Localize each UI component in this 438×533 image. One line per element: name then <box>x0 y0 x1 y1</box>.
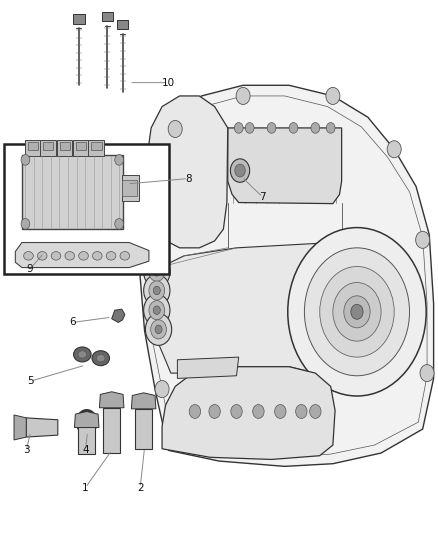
Circle shape <box>168 120 182 138</box>
Circle shape <box>21 219 30 229</box>
Bar <box>91 142 102 150</box>
Circle shape <box>304 248 410 376</box>
Text: 2: 2 <box>137 483 144 492</box>
Polygon shape <box>22 155 123 229</box>
Circle shape <box>21 155 30 165</box>
Polygon shape <box>112 309 125 322</box>
Polygon shape <box>14 415 26 440</box>
Circle shape <box>289 123 298 133</box>
Circle shape <box>235 164 245 177</box>
Circle shape <box>231 405 242 418</box>
Text: 10: 10 <box>162 78 175 87</box>
Circle shape <box>253 405 264 418</box>
Circle shape <box>245 123 254 133</box>
Circle shape <box>149 281 165 300</box>
Text: 9: 9 <box>26 264 33 274</box>
Bar <box>60 142 70 150</box>
Circle shape <box>351 304 363 319</box>
Ellipse shape <box>37 252 47 260</box>
Bar <box>73 14 85 24</box>
Bar <box>76 142 86 150</box>
Polygon shape <box>131 393 156 409</box>
Polygon shape <box>26 418 58 437</box>
Circle shape <box>153 268 160 276</box>
Ellipse shape <box>106 252 116 260</box>
Circle shape <box>115 155 124 165</box>
Bar <box>73 140 88 156</box>
Bar <box>117 20 128 29</box>
Circle shape <box>320 266 394 357</box>
Bar <box>122 180 137 196</box>
Circle shape <box>115 219 124 229</box>
Bar <box>122 175 139 201</box>
Polygon shape <box>15 243 149 268</box>
Circle shape <box>311 123 320 133</box>
Ellipse shape <box>92 351 110 366</box>
Ellipse shape <box>78 351 87 358</box>
Polygon shape <box>103 408 120 453</box>
Circle shape <box>288 228 426 396</box>
Bar <box>43 142 53 150</box>
Circle shape <box>145 313 172 345</box>
Ellipse shape <box>74 347 91 362</box>
Ellipse shape <box>120 252 130 260</box>
Ellipse shape <box>65 252 74 260</box>
Polygon shape <box>99 392 124 408</box>
Circle shape <box>236 87 250 104</box>
Circle shape <box>344 296 370 328</box>
Circle shape <box>416 231 430 248</box>
Circle shape <box>151 320 166 339</box>
Circle shape <box>155 325 162 334</box>
Polygon shape <box>228 128 342 204</box>
Text: 1: 1 <box>82 483 89 492</box>
Polygon shape <box>135 409 152 449</box>
Text: 3: 3 <box>23 446 30 455</box>
Circle shape <box>149 301 165 320</box>
Polygon shape <box>139 85 434 466</box>
Text: 7: 7 <box>259 192 266 202</box>
Circle shape <box>267 123 276 133</box>
Text: 5: 5 <box>27 376 34 386</box>
Circle shape <box>387 141 401 158</box>
Bar <box>40 140 56 156</box>
Bar <box>4 144 169 274</box>
Ellipse shape <box>79 252 88 260</box>
Ellipse shape <box>92 252 102 260</box>
Ellipse shape <box>96 354 105 362</box>
Polygon shape <box>157 243 346 386</box>
Bar <box>88 140 104 156</box>
Circle shape <box>333 282 381 341</box>
Bar <box>102 12 113 21</box>
Text: 6: 6 <box>69 318 76 327</box>
Circle shape <box>230 159 250 182</box>
Circle shape <box>189 405 201 418</box>
Circle shape <box>144 294 170 326</box>
Circle shape <box>326 123 335 133</box>
Circle shape <box>326 87 340 104</box>
Ellipse shape <box>24 252 33 260</box>
Circle shape <box>209 405 220 418</box>
Circle shape <box>275 405 286 418</box>
Circle shape <box>153 286 160 295</box>
Text: 4: 4 <box>82 446 89 455</box>
Circle shape <box>144 274 170 306</box>
Bar <box>57 140 72 156</box>
Polygon shape <box>177 357 239 378</box>
Bar <box>28 142 38 150</box>
Polygon shape <box>147 96 228 248</box>
Ellipse shape <box>51 252 61 260</box>
Polygon shape <box>162 367 335 459</box>
Text: 8: 8 <box>185 174 192 183</box>
Bar <box>25 140 40 156</box>
Circle shape <box>420 365 434 382</box>
Circle shape <box>149 262 165 281</box>
Polygon shape <box>74 411 99 427</box>
Polygon shape <box>78 427 95 454</box>
Circle shape <box>310 405 321 418</box>
Circle shape <box>155 381 169 398</box>
Circle shape <box>144 256 170 288</box>
Circle shape <box>296 405 307 418</box>
Circle shape <box>234 123 243 133</box>
Circle shape <box>153 306 160 314</box>
